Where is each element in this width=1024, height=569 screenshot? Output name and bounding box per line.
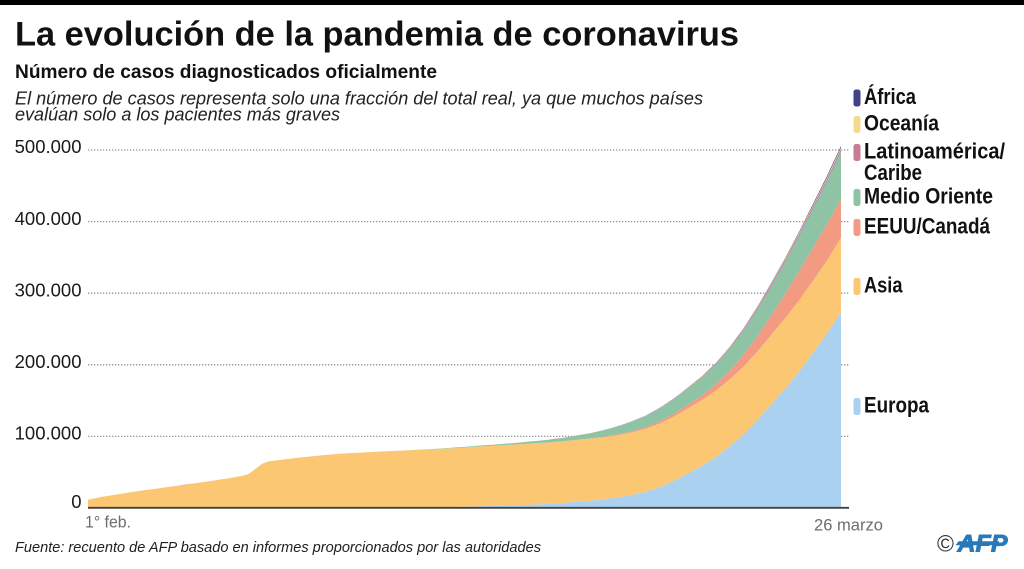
- svg-text:400.000: 400.000: [15, 208, 82, 229]
- svg-text:26 marzo: 26 marzo: [814, 516, 883, 535]
- svg-text:EEUU/Canadá: EEUU/Canadá: [864, 214, 991, 239]
- svg-text:200.000: 200.000: [15, 351, 82, 372]
- svg-text:Oceanía: Oceanía: [864, 111, 940, 136]
- svg-text:Latinoamérica/: Latinoamérica/: [864, 139, 1005, 164]
- svg-text:La evolución de la pandemia de: La evolución de la pandemia de coronavir…: [15, 16, 739, 54]
- svg-text:300.000: 300.000: [15, 279, 82, 300]
- svg-text:Asia: Asia: [864, 273, 903, 298]
- svg-text:Medio Oriente: Medio Oriente: [864, 184, 993, 209]
- svg-text:500.000: 500.000: [15, 136, 82, 157]
- svg-text:África: África: [864, 84, 917, 109]
- svg-text:100.000: 100.000: [15, 423, 82, 444]
- svg-text:evalúan solo a los pacientes m: evalúan solo a los pacientes más graves: [15, 104, 340, 124]
- svg-text:Europa: Europa: [864, 393, 930, 418]
- svg-text:0: 0: [71, 491, 81, 512]
- svg-text:El número de casos representa: El número de casos representa solo una f…: [15, 88, 703, 108]
- svg-text:©: ©: [937, 531, 954, 557]
- svg-text:Número de casos diagnosticados: Número de casos diagnosticados oficialme…: [15, 62, 437, 83]
- svg-text:Fuente: recuento de AFP basado: Fuente: recuento de AFP basado en inform…: [15, 540, 541, 556]
- svg-text:1° feb.: 1° feb.: [85, 513, 131, 532]
- svg-text:Caribe: Caribe: [864, 160, 922, 185]
